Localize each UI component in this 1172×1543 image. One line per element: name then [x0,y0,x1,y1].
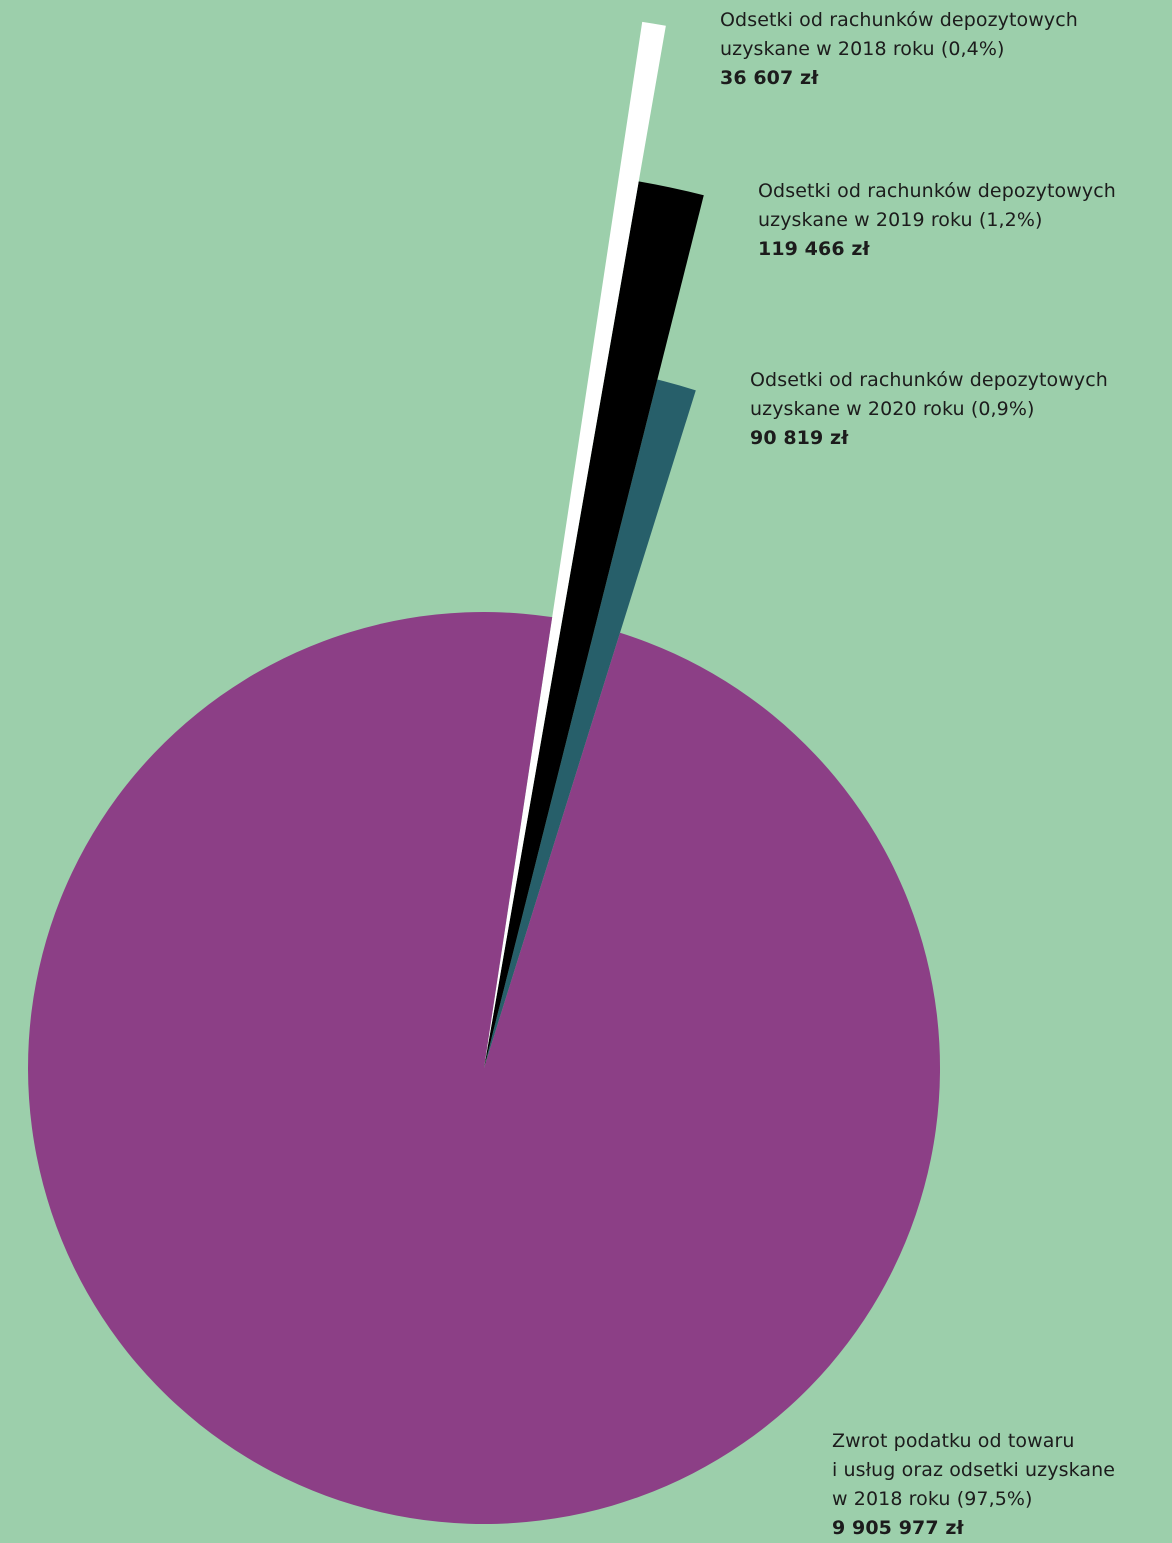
label-interest-2020: Odsetki od rachunków depozytowych uzyska… [750,366,1108,453]
label-line: uzyskane w 2019 roku (1,2%) [758,209,1043,231]
value-label: 119 466 zł [758,238,870,260]
label-line: w 2018 roku (97,5%) [832,1488,1033,1510]
value-label: 9 905 977 zł [832,1517,964,1539]
slice-interest-2019 [484,181,704,1068]
slice-interest-2020 [484,379,696,1068]
value-label: 90 819 zł [750,427,849,449]
label-line: Odsetki od rachunków depozytowych [758,180,1116,202]
label-line: Odsetki od rachunków depozytowych [750,369,1108,391]
label-line: uzyskane w 2020 roku (0,9%) [750,398,1035,420]
slice-interest-2018 [484,21,666,1068]
label-interest-2018: Odsetki od rachunków depozytowych uzyska… [720,6,1078,93]
slice-vat-refund [28,612,941,1525]
label-line: Odsetki od rachunków depozytowych [720,9,1078,31]
label-line: i usług oraz odsetki uzyskane [832,1459,1116,1481]
label-line: uzyskane w 2018 roku (0,4%) [720,38,1005,60]
label-line: Zwrot podatku od towaru [832,1430,1075,1452]
value-label: 36 607 zł [720,67,819,89]
label-interest-2019: Odsetki od rachunków depozytowych uzyska… [758,177,1116,264]
label-vat-refund: Zwrot podatku od towaru i usług oraz ods… [832,1427,1115,1543]
